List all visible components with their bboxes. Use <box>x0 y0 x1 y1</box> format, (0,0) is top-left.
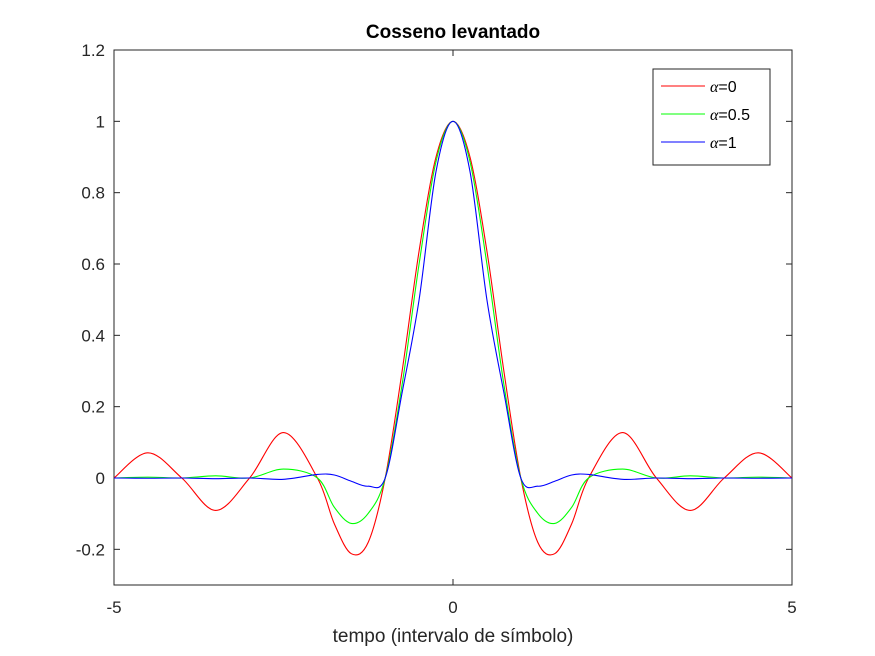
legend-symbol: α <box>710 79 719 96</box>
y-tick-label: -0.2 <box>76 540 105 559</box>
y-tick-label: 0 <box>96 469 105 488</box>
series-line-2 <box>113 120 793 489</box>
y-tick-label: 0.8 <box>81 184 105 203</box>
tick-labels: -0.2 0 0.2 0.4 0.6 0.8 1 1.2 -5 0 5 <box>76 41 797 617</box>
legend-entry-label: α=1 <box>710 135 737 152</box>
legend-symbol: α <box>710 107 719 124</box>
legend-value: =0.5 <box>718 107 750 124</box>
legend-value: =1 <box>718 135 736 152</box>
y-tick-label: 0.2 <box>81 398 105 417</box>
legend-value: =0 <box>718 79 736 96</box>
legend-entry-label: α=0.5 <box>710 107 750 124</box>
x-axis-label: tempo (intervalo de símbolo) <box>333 626 574 647</box>
y-tick-label: 0.6 <box>81 255 105 274</box>
legend-entry-label: α=0 <box>710 79 737 96</box>
x-tick-label: -5 <box>106 598 121 617</box>
legend-box <box>652 68 771 166</box>
series-lines <box>113 120 793 556</box>
x-tick-label: 5 <box>787 598 796 617</box>
y-tick-label: 1 <box>96 112 105 131</box>
x-tick-label: 0 <box>448 598 457 617</box>
chart-title: Cosseno levantado <box>366 22 540 43</box>
y-tick-label: 0.4 <box>81 326 105 345</box>
y-tick-label: 1.2 <box>81 41 105 60</box>
legend[interactable]: α=0α=0.5α=1 <box>652 68 771 166</box>
legend-symbol: α <box>710 135 719 152</box>
